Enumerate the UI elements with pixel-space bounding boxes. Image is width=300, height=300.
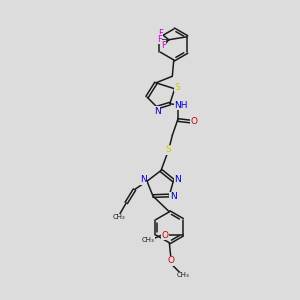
Text: O: O <box>161 230 168 239</box>
Text: NH: NH <box>175 100 188 109</box>
Text: N: N <box>174 175 181 184</box>
Text: S: S <box>166 145 172 154</box>
Text: F: F <box>158 29 163 38</box>
Text: N: N <box>170 193 177 202</box>
Text: O: O <box>167 256 174 265</box>
Text: CH₂: CH₂ <box>113 214 125 220</box>
Text: F: F <box>161 40 166 50</box>
Text: CH₃: CH₃ <box>142 237 154 243</box>
Text: N: N <box>154 107 161 116</box>
Text: O: O <box>191 117 198 126</box>
Text: CH₃: CH₃ <box>177 272 190 278</box>
Text: S: S <box>175 83 181 92</box>
Text: F: F <box>157 34 162 43</box>
Text: N: N <box>140 175 146 184</box>
